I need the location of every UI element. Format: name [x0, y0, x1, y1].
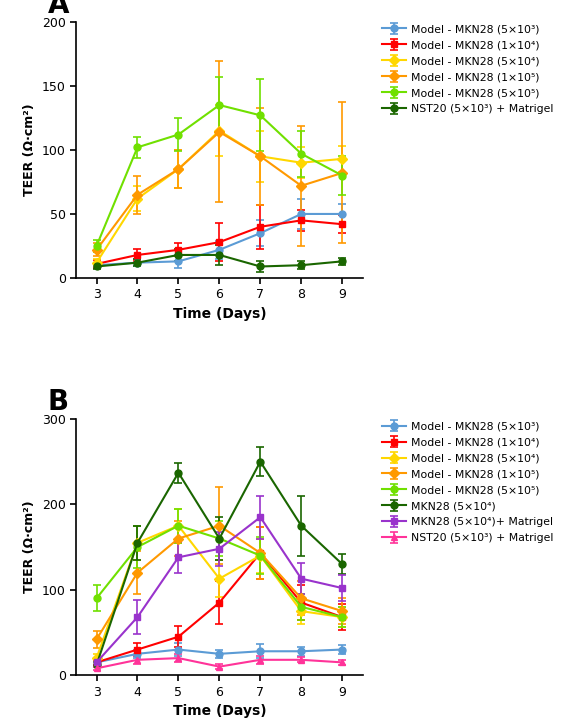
Y-axis label: TEER (Ω·cm²): TEER (Ω·cm²) [23, 501, 36, 593]
Y-axis label: TEER (Ω·cm²): TEER (Ω·cm²) [23, 104, 36, 196]
X-axis label: Time (Days): Time (Days) [173, 704, 266, 718]
Legend: Model - MKN28 (5×10³), Model - MKN28 (1×10⁴), Model - MKN28 (5×10⁴), Model - MKN: Model - MKN28 (5×10³), Model - MKN28 (1×… [380, 22, 556, 116]
Legend: Model - MKN28 (5×10³), Model - MKN28 (1×10⁴), Model - MKN28 (5×10⁴), Model - MKN: Model - MKN28 (5×10³), Model - MKN28 (1×… [380, 419, 556, 545]
X-axis label: Time (Days): Time (Days) [173, 307, 266, 321]
Text: A: A [47, 0, 69, 19]
Text: B: B [47, 388, 68, 416]
